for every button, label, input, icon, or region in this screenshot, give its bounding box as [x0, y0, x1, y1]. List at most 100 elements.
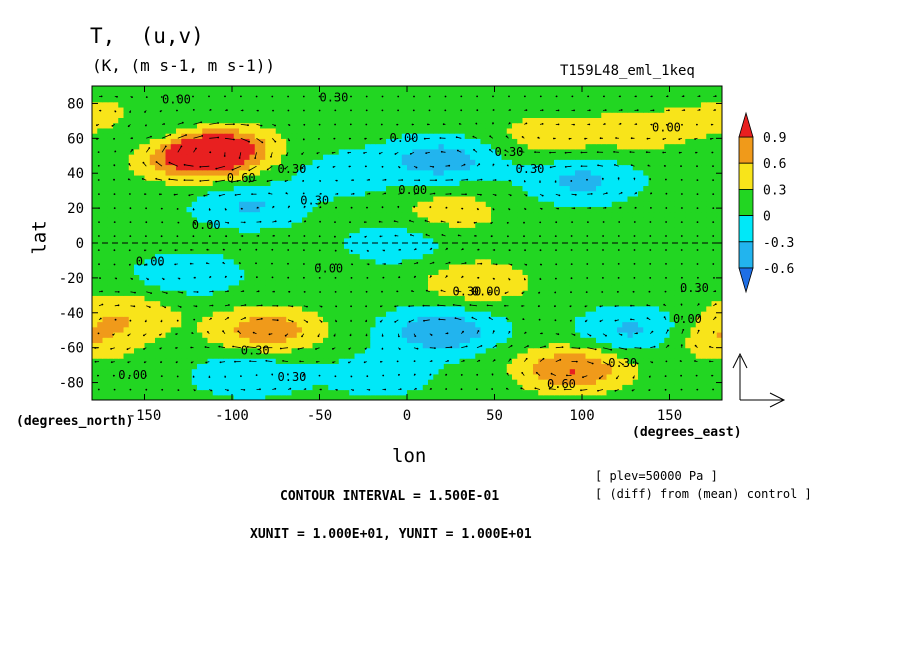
field-cell: [202, 195, 209, 202]
field-cell: [417, 211, 424, 218]
field-cell: [354, 284, 361, 291]
field-cell: [123, 206, 130, 213]
field-cell: [527, 331, 534, 338]
field-cell: [344, 211, 350, 218]
field-cell: [632, 358, 639, 364]
field-cell: [617, 290, 623, 296]
field-cell: [695, 337, 702, 344]
field-cell: [165, 326, 172, 333]
field-cell: [370, 305, 377, 312]
field-cell: [186, 347, 193, 354]
field-cell: [601, 311, 608, 317]
field-cell: [144, 379, 151, 385]
field-cell: [155, 253, 161, 260]
field-cell: [333, 363, 340, 370]
field-cell: [160, 206, 167, 213]
field-cell: [312, 243, 319, 249]
field-cell: [653, 216, 660, 223]
field-cell: [632, 274, 639, 281]
field-cell: [659, 352, 665, 359]
field-cell: [254, 180, 261, 187]
field-cell: [680, 248, 686, 255]
field-cell: [701, 195, 707, 202]
field-cell: [590, 321, 597, 328]
field-cell: [601, 321, 608, 328]
field-cell: [170, 290, 177, 296]
field-cell: [233, 279, 240, 286]
field-cell: [139, 316, 146, 323]
field-cell: [543, 342, 550, 349]
field-cell: [302, 253, 308, 260]
field-cell: [155, 232, 161, 239]
field-cell: [638, 290, 644, 296]
field-cell: [239, 243, 245, 249]
field-cell: [527, 201, 534, 207]
field-cell: [475, 394, 482, 400]
field-cell: [401, 311, 408, 317]
field-cell: [433, 316, 440, 323]
field-cell: [155, 321, 161, 328]
field-cell: [716, 190, 722, 197]
field-cell: [548, 316, 555, 323]
field-cell: [475, 216, 482, 223]
field-cell: [580, 347, 587, 354]
field-cell: [281, 237, 287, 244]
field-cell: [197, 347, 203, 354]
field-cell: [569, 243, 576, 249]
field-cell: [328, 274, 335, 281]
field-cell: [475, 232, 482, 239]
field-cell: [307, 389, 314, 396]
field-cell: [239, 342, 245, 349]
field-cell: [323, 305, 329, 312]
field-cell: [622, 373, 629, 380]
field-cell: [349, 394, 356, 400]
field-cell: [370, 206, 377, 213]
field-cell: [176, 195, 182, 202]
field-cell: [344, 279, 350, 286]
field-cell: [202, 326, 209, 333]
field-cell: [349, 232, 356, 239]
field-cell: [643, 237, 650, 244]
field-cell: [139, 185, 146, 192]
field-cell: [433, 269, 440, 275]
field-cell: [254, 305, 261, 312]
field-cell: [564, 227, 571, 234]
field-cell: [517, 316, 524, 323]
field-cell: [239, 237, 245, 244]
field-cell: [144, 195, 151, 202]
field-cell: [606, 185, 613, 192]
field-cell: [354, 384, 361, 391]
field-cell: [580, 300, 587, 307]
field-cell: [291, 227, 298, 234]
field-cell: [102, 232, 109, 239]
field-cell: [312, 284, 319, 291]
field-cell: [554, 373, 560, 380]
field-cell: [596, 258, 602, 265]
field-cell: [648, 253, 655, 260]
field-cell: [275, 258, 282, 265]
field-cell: [559, 363, 566, 370]
field-cell: [701, 248, 707, 255]
field-cell: [564, 295, 571, 302]
field-cell: [527, 243, 534, 249]
field-cell: [575, 263, 581, 270]
field-cell: [585, 321, 592, 328]
field-cell: [218, 394, 224, 400]
field-cell: [123, 394, 130, 400]
field-cell: [585, 243, 592, 249]
field-cell: [223, 363, 230, 370]
field-cell: [317, 284, 324, 291]
field-cell: [606, 195, 613, 202]
field-cell: [233, 201, 240, 207]
field-cell: [596, 300, 602, 307]
field-cell: [149, 243, 156, 249]
field-cell: [223, 185, 230, 192]
field-cell: [601, 284, 608, 291]
field-cell: [128, 300, 135, 307]
field-cell: [622, 389, 629, 396]
field-cell: [596, 384, 602, 391]
field-cell: [690, 243, 697, 249]
field-cell: [664, 290, 671, 296]
field-cell: [391, 368, 398, 375]
field-cell: [617, 211, 623, 218]
